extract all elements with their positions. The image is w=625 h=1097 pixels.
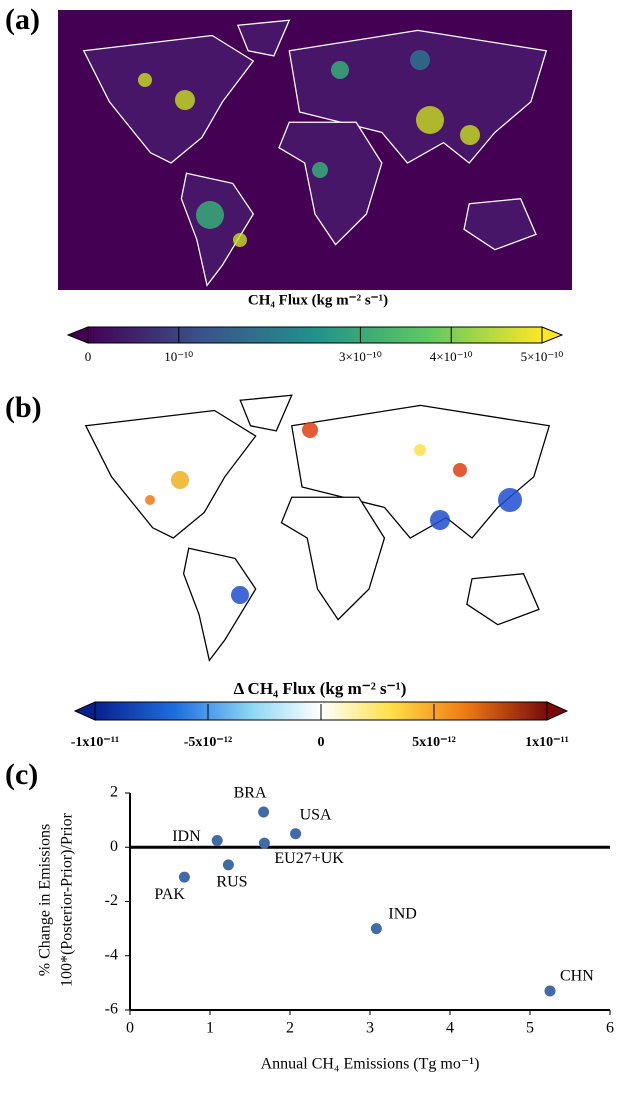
y-axis-label: 100*(Posterior-Prior)/Prior bbox=[59, 812, 76, 987]
colorbar-title: CH₄ Flux (kg m⁻² s⁻¹) bbox=[248, 292, 388, 308]
colorbar-tick-label: -1x10⁻¹¹ bbox=[71, 735, 119, 750]
x-tick-label: 1 bbox=[206, 1020, 214, 1037]
x-axis-label: Annual CH₄ Emissions (Tg mo⁻¹) bbox=[261, 1056, 480, 1073]
panel-label: (c) bbox=[5, 758, 38, 791]
point-label: IND bbox=[388, 905, 416, 922]
point-label: IDN bbox=[172, 828, 201, 845]
point-label: PAK bbox=[154, 886, 185, 903]
colorbar-tick-label: 0 bbox=[85, 349, 92, 364]
colorbar-a bbox=[66, 326, 564, 344]
x-tick-label: 4 bbox=[446, 1020, 454, 1037]
colorbar-tick-label: 5×10⁻¹⁰ bbox=[521, 349, 564, 364]
map-b bbox=[86, 395, 550, 660]
point bbox=[258, 837, 270, 849]
x-tick-label: 2 bbox=[286, 1020, 294, 1037]
point-label: CHN bbox=[560, 968, 594, 985]
x-tick-label: 5 bbox=[526, 1020, 534, 1037]
point-label: RUS bbox=[216, 874, 247, 891]
y-tick-label: -2 bbox=[105, 892, 118, 909]
point-label: USA bbox=[300, 806, 332, 823]
point bbox=[258, 806, 270, 818]
y-tick-label: -6 bbox=[105, 1001, 118, 1018]
colorbar-tick-label: 4×10⁻¹⁰ bbox=[430, 349, 473, 364]
y-tick-label: 0 bbox=[110, 838, 118, 855]
panel-label: (a) bbox=[5, 3, 40, 36]
point bbox=[178, 871, 190, 883]
colorbar-tick-label: 1x10⁻¹¹ bbox=[525, 735, 569, 750]
x-tick-label: 6 bbox=[606, 1020, 614, 1037]
point-label: BRA bbox=[234, 785, 267, 802]
point bbox=[211, 834, 223, 846]
colorbar-tick-label: 3×10⁻¹⁰ bbox=[339, 349, 382, 364]
colorbar-tick-label: 5x10⁻¹² bbox=[412, 735, 456, 750]
colorbar-tick-label: -5x10⁻¹² bbox=[184, 735, 232, 750]
y-axis-label: % Change in Emissions bbox=[37, 824, 54, 976]
colorbar-tick-label: 10⁻¹⁰ bbox=[164, 349, 193, 364]
y-tick-label: -4 bbox=[105, 946, 118, 963]
point bbox=[370, 923, 382, 935]
y-tick-label: 2 bbox=[110, 784, 118, 801]
point-label: EU27+UK bbox=[274, 850, 344, 867]
colorbar-title: Δ CH₄ Flux (kg m⁻² s⁻¹) bbox=[234, 679, 407, 698]
point bbox=[222, 859, 234, 871]
point bbox=[544, 985, 556, 997]
map-a bbox=[58, 10, 572, 290]
x-tick-label: 0 bbox=[126, 1020, 134, 1037]
x-tick-label: 3 bbox=[366, 1020, 374, 1037]
panel-label: (b) bbox=[5, 391, 42, 424]
point bbox=[290, 828, 302, 840]
colorbar-tick-label: 0 bbox=[318, 735, 325, 750]
